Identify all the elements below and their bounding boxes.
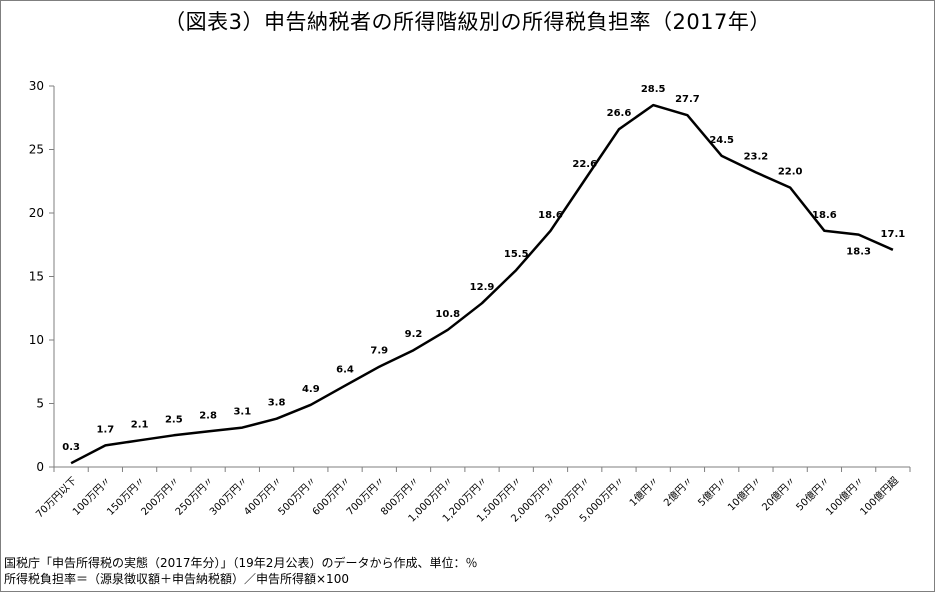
data-label: 26.6 [607,108,632,119]
data-label: 22.6 [572,159,597,170]
x-tick-label: 20億円〃 [759,474,798,513]
y-tick-label: 30 [29,79,44,93]
data-label: 18.6 [812,210,837,221]
data-label: 17.1 [881,229,906,240]
data-label: 15.5 [504,249,529,260]
x-tick-label: 70万円以下 [34,475,79,520]
data-label: 12.9 [470,282,495,293]
x-tick-label: 10億円〃 [725,474,764,513]
data-label: 9.2 [405,329,423,340]
data-label: 2.5 [165,414,183,425]
data-label: 0.3 [62,442,80,453]
y-tick-label: 10 [29,333,44,347]
data-label: 22.0 [778,167,803,178]
data-label: 18.6 [538,210,563,221]
data-label: 24.5 [709,135,734,146]
data-label: 27.7 [675,94,700,105]
chart-title: （図表3）申告納税者の所得階級別の所得税負担率（2017年） [164,10,771,34]
data-label: 2.1 [131,419,149,430]
y-tick-label: 25 [29,143,44,157]
data-label: 3.8 [268,398,286,409]
data-label: 2.8 [199,410,217,421]
source-note: 国税庁「申告所得税の実態（2017年分）」（19年2月公表）のデータから作成、単… [4,556,478,570]
x-tick-label: 2億円〃 [661,474,696,509]
x-tick-label: 1億円〃 [626,474,661,509]
x-tick-label: 5億円〃 [695,474,730,509]
data-label: 6.4 [336,365,354,376]
y-tick-label: 15 [29,270,44,284]
data-label: 4.9 [302,384,320,395]
data-label: 28.5 [641,84,666,95]
data-label: 1.7 [97,424,115,435]
data-label: 23.2 [744,151,769,162]
data-label: 10.8 [435,309,460,320]
y-tick-label: 5 [36,397,44,411]
y-tick-label: 0 [36,460,44,474]
data-label: 18.3 [846,247,871,258]
data-label: 3.1 [233,407,251,418]
data-label: 7.9 [370,346,388,357]
y-tick-label: 20 [29,206,44,220]
formula-note: 所得税負担率＝（源泉徴収額＋申告納税額）／申告所得額×100 [4,572,349,586]
source-notes: 国税庁「申告所得税の実態（2017年分）」（19年2月公表）のデータから作成、単… [4,555,477,587]
